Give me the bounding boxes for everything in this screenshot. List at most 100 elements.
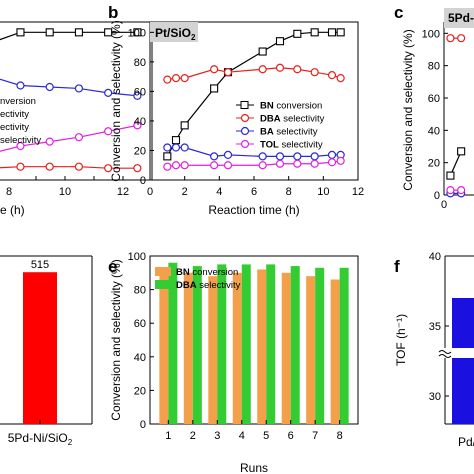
y-tick-label: 60 (134, 318, 146, 330)
panel-d-bar (23, 272, 57, 424)
data-point (210, 84, 219, 93)
panel-b-y-axis-title: Conversion and selectivity (%) (109, 20, 123, 181)
data-point (104, 127, 113, 136)
x-tick-label: 10 (317, 186, 329, 198)
data-point (457, 34, 466, 43)
data-point (327, 28, 337, 37)
panel-c-ticks: 0 20 40 60 80 100 (422, 28, 448, 202)
data-point (258, 161, 267, 170)
panel-c-y-axis-title: Conversion and selectivity (%) (401, 29, 415, 190)
data-point (163, 75, 172, 84)
data-point (258, 65, 267, 74)
series-line (166, 31, 341, 157)
panel-d-xtick-label: 5Pd-Ni/SiO2 (8, 431, 73, 447)
x-tick-label: 6 (288, 430, 294, 442)
data-point (258, 47, 267, 56)
y-tick-label: 100 (422, 28, 440, 40)
y-tick-label: 0 (140, 175, 146, 187)
panel-b-series (163, 28, 345, 171)
panel-f-y-axis-title: TOF (h⁻¹) (394, 314, 408, 366)
data-point (180, 143, 189, 152)
panel-a-x-axis-title: e (h) (0, 203, 25, 217)
y-tick-label: 80 (134, 285, 146, 297)
data-point (210, 65, 219, 74)
bar (183, 272, 193, 424)
data-point (310, 28, 319, 37)
x-tick-label: 5 (263, 430, 269, 442)
panel-a-series (0, 28, 142, 173)
data-point (293, 29, 302, 38)
data-point (327, 158, 337, 167)
data-point (45, 28, 54, 37)
bar (281, 272, 291, 424)
series-line (0, 124, 138, 152)
panel-e-legend-dba: DBA selectivity (176, 280, 241, 291)
y-tick-label: 30 (429, 391, 441, 403)
data-point (45, 82, 54, 92)
y-tick-label: 20 (134, 385, 146, 397)
data-point (258, 152, 267, 161)
data-point (16, 141, 25, 151)
data-point (275, 63, 285, 72)
panel-a-xtick-label: 12 (117, 186, 129, 198)
data-point (180, 74, 189, 83)
bar (257, 269, 267, 424)
bar (241, 264, 251, 424)
panel-b-legend-bn: BN conversion (260, 101, 322, 112)
data-point (336, 156, 345, 165)
series-line (0, 78, 138, 97)
y-tick-label: 100 (128, 251, 146, 263)
data-point (180, 121, 189, 130)
y-tick-label: 40 (428, 125, 440, 137)
x-tick-label: 6 (251, 186, 257, 198)
panel-b-legend-ba: BA selectivity (260, 127, 318, 138)
panel-b-legend-tol: TOL selectivity (260, 140, 323, 151)
bar (315, 267, 325, 424)
x-tick-label: 0 (147, 186, 153, 198)
data-point (310, 152, 319, 161)
panel-a-xtick-label: 8 (6, 186, 12, 198)
legend-square-icon (240, 101, 249, 109)
x-tick-label: 4 (239, 430, 245, 442)
data-point (133, 121, 142, 130)
data-point (133, 91, 142, 100)
data-point (74, 133, 84, 142)
panel-b-legend-dba: DBA selectivity (260, 114, 325, 125)
y-tick-label: 40 (134, 352, 146, 364)
data-point (104, 88, 113, 97)
panel-f-letter: f (394, 257, 400, 276)
y-tick-label: 20 (428, 158, 440, 170)
panel-a-xtick-label: 10 (59, 186, 71, 198)
bar (192, 266, 202, 424)
y-tick-label: 80 (134, 57, 146, 69)
panel-e-x-axis-title: Runs (240, 461, 268, 474)
panel-c-letter: c (394, 3, 403, 22)
data-point (133, 28, 142, 37)
bar (159, 269, 169, 424)
panel-c-series (446, 34, 466, 198)
y-tick-label: 60 (428, 93, 440, 105)
panel-e-legend: BN conversion DBA selectivity (155, 267, 241, 291)
panel-f-bar (452, 298, 474, 424)
panel-e-y-axis-title: Conversion and selectivity (%) (109, 259, 123, 420)
data-point (45, 137, 54, 146)
data-point (310, 159, 319, 168)
x-tick-label: 1 (165, 430, 171, 442)
y-tick-label: 100 (128, 27, 146, 39)
data-point (446, 34, 455, 43)
panel-a-legend-label-1: nversion (0, 96, 36, 107)
bar (306, 276, 316, 424)
panel-a-legend-label-4: selectivity (0, 135, 41, 146)
data-point (16, 28, 25, 37)
data-point (327, 150, 337, 159)
data-point (293, 152, 302, 161)
data-point (457, 147, 466, 156)
data-point (163, 162, 172, 171)
panel-c-xtick-label: 0 (441, 199, 447, 211)
bar (217, 264, 227, 424)
data-point (74, 84, 84, 93)
panel-c-tag: 5Pd-N (448, 11, 474, 25)
panel-e-bars (159, 262, 349, 424)
